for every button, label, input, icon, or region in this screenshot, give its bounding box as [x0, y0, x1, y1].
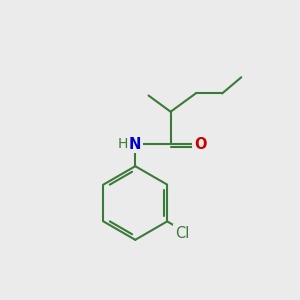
Text: H: H	[118, 137, 128, 151]
Text: Cl: Cl	[176, 226, 190, 241]
Text: O: O	[194, 136, 206, 152]
Text: N: N	[129, 136, 142, 152]
